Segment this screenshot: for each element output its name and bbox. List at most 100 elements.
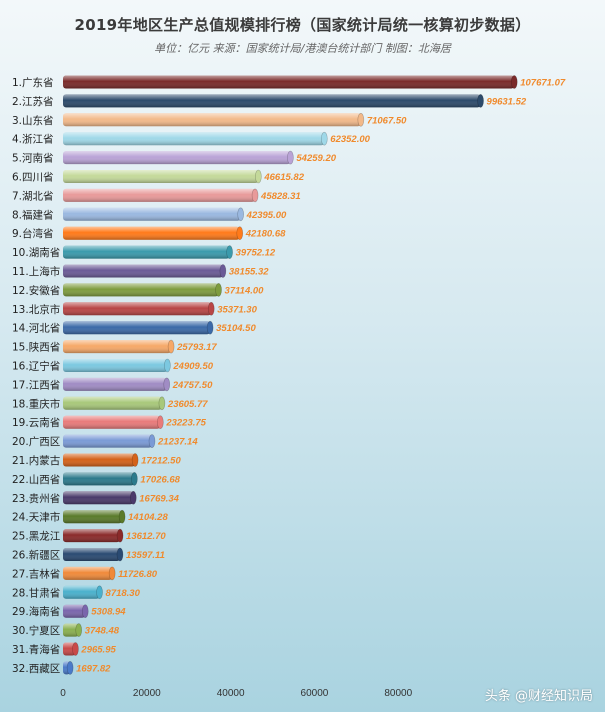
value-label: 42395.00 [246, 210, 287, 221]
x-tick-label: 40000 [217, 688, 245, 699]
category-label: 19.云南省 [12, 416, 60, 429]
value-label: 17212.50 [141, 456, 181, 467]
bars-layer: 1.广东省 107671.07 2.江苏省 99631.52 3.山东省 71067.50… [12, 75, 566, 675]
value-label: 42180.68 [245, 229, 286, 240]
bar-shading [63, 491, 134, 505]
category-label: 16.辽宁省 [12, 360, 60, 373]
category-label: 3.山东省 [12, 114, 54, 127]
bar-cap [357, 113, 365, 127]
category-label: 5.河南省 [12, 152, 54, 165]
category-label: 20.广西区 [12, 436, 60, 448]
bar-cap [131, 453, 139, 467]
bar-cap [207, 301, 215, 316]
bar-shading [63, 170, 259, 183]
bar-shading [63, 264, 223, 278]
value-label: 46615.82 [263, 172, 304, 183]
bar-cap [81, 604, 89, 619]
bar-cap [96, 585, 103, 600]
bar-shading [63, 377, 167, 391]
bar-cap [215, 283, 222, 297]
x-tick-label: 60000 [301, 688, 329, 699]
value-label: 23223.75 [165, 418, 206, 429]
category-label: 22.山西省 [12, 473, 60, 486]
value-label: 3748.48 [85, 626, 120, 637]
value-label: 39752.12 [236, 248, 276, 259]
bar-shading [63, 207, 241, 221]
category-label: 32.西藏区 [12, 663, 60, 675]
value-label: 11726.80 [118, 569, 158, 580]
value-label: 25793.17 [176, 342, 217, 353]
category-label: 14.河北省 [12, 322, 60, 335]
value-label: 17026.68 [140, 474, 180, 485]
bar-cap [158, 396, 166, 411]
watermark: 头条 @财经知识局 [484, 689, 593, 704]
bar-shading [63, 642, 76, 656]
bar-cap [321, 131, 328, 146]
bar-shading [63, 188, 256, 202]
bar-cap [116, 547, 124, 562]
bar-cap [164, 358, 171, 373]
bar-cap [236, 226, 244, 240]
bar-shading [63, 226, 240, 240]
category-label: 12.安徽省 [12, 284, 60, 297]
bar-cap [118, 509, 126, 524]
value-label: 37114.00 [225, 285, 265, 296]
value-label: 107671.07 [520, 78, 566, 89]
bar-shading [63, 245, 230, 259]
value-label: 71067.50 [367, 115, 407, 126]
value-label: 54259.20 [296, 153, 336, 164]
category-label: 26.新疆区 [12, 549, 60, 562]
category-label: 31.青海省 [12, 643, 60, 656]
value-label: 24909.50 [172, 361, 213, 372]
value-label: 8718.30 [106, 588, 141, 599]
bar-shading [63, 472, 135, 486]
value-label: 99631.52 [487, 96, 527, 107]
category-label: 18.重庆市 [12, 397, 60, 410]
bar-shading [63, 359, 168, 372]
value-label: 5308.94 [91, 607, 126, 618]
category-label: 24.天津市 [12, 511, 60, 524]
bar-cap [131, 472, 138, 486]
bar-cap [206, 320, 214, 335]
bar-shading [63, 302, 212, 316]
bar-cap [116, 528, 124, 543]
bar-shading [63, 132, 325, 146]
category-label: 25.黑龙江 [12, 530, 61, 543]
bar-shading [63, 510, 123, 524]
value-label: 35371.30 [217, 304, 257, 315]
bar-shading [63, 434, 153, 448]
value-label: 14104.28 [128, 512, 168, 523]
bar-shading [63, 604, 86, 618]
value-label: 2965.95 [80, 645, 116, 656]
category-label: 8.福建省 [12, 208, 54, 221]
bar-cap [226, 245, 233, 259]
x-tick-label: 0 [60, 688, 66, 699]
category-label: 15.陕西省 [12, 341, 60, 354]
bar-shading [63, 113, 361, 127]
bar-cap [510, 75, 518, 89]
chart-title: 2019年地区生产总值规模排行榜（国家统计局统一核算初步数据） [74, 16, 531, 34]
bar-cap [167, 339, 175, 354]
category-label: 17.江西省 [12, 378, 60, 391]
bar-shading [63, 453, 136, 467]
value-label: 16769.34 [139, 493, 179, 504]
value-label: 35104.50 [216, 323, 256, 334]
category-label: 11.上海市 [12, 265, 60, 278]
bar-shading [63, 75, 515, 89]
bar-cap [66, 661, 74, 675]
category-label: 4.浙江省 [12, 133, 54, 146]
category-label: 7.湖北省 [12, 189, 54, 202]
bar-cap [148, 434, 156, 448]
category-label: 13.北京市 [12, 303, 60, 316]
chart-subtitle: 单位：亿元 来源：国家统计局/港澳台统计部门 制图：北海居 [154, 42, 451, 55]
value-label: 13597.11 [126, 550, 165, 561]
bar-cap [72, 642, 79, 656]
value-label: 24757.50 [172, 380, 213, 391]
bar-shading [63, 340, 172, 354]
category-label: 10.湖南省 [12, 246, 60, 259]
bar-cap [129, 490, 137, 505]
bar-cap [251, 188, 259, 203]
bar-cap [477, 94, 484, 108]
value-label: 21237.14 [157, 437, 198, 448]
